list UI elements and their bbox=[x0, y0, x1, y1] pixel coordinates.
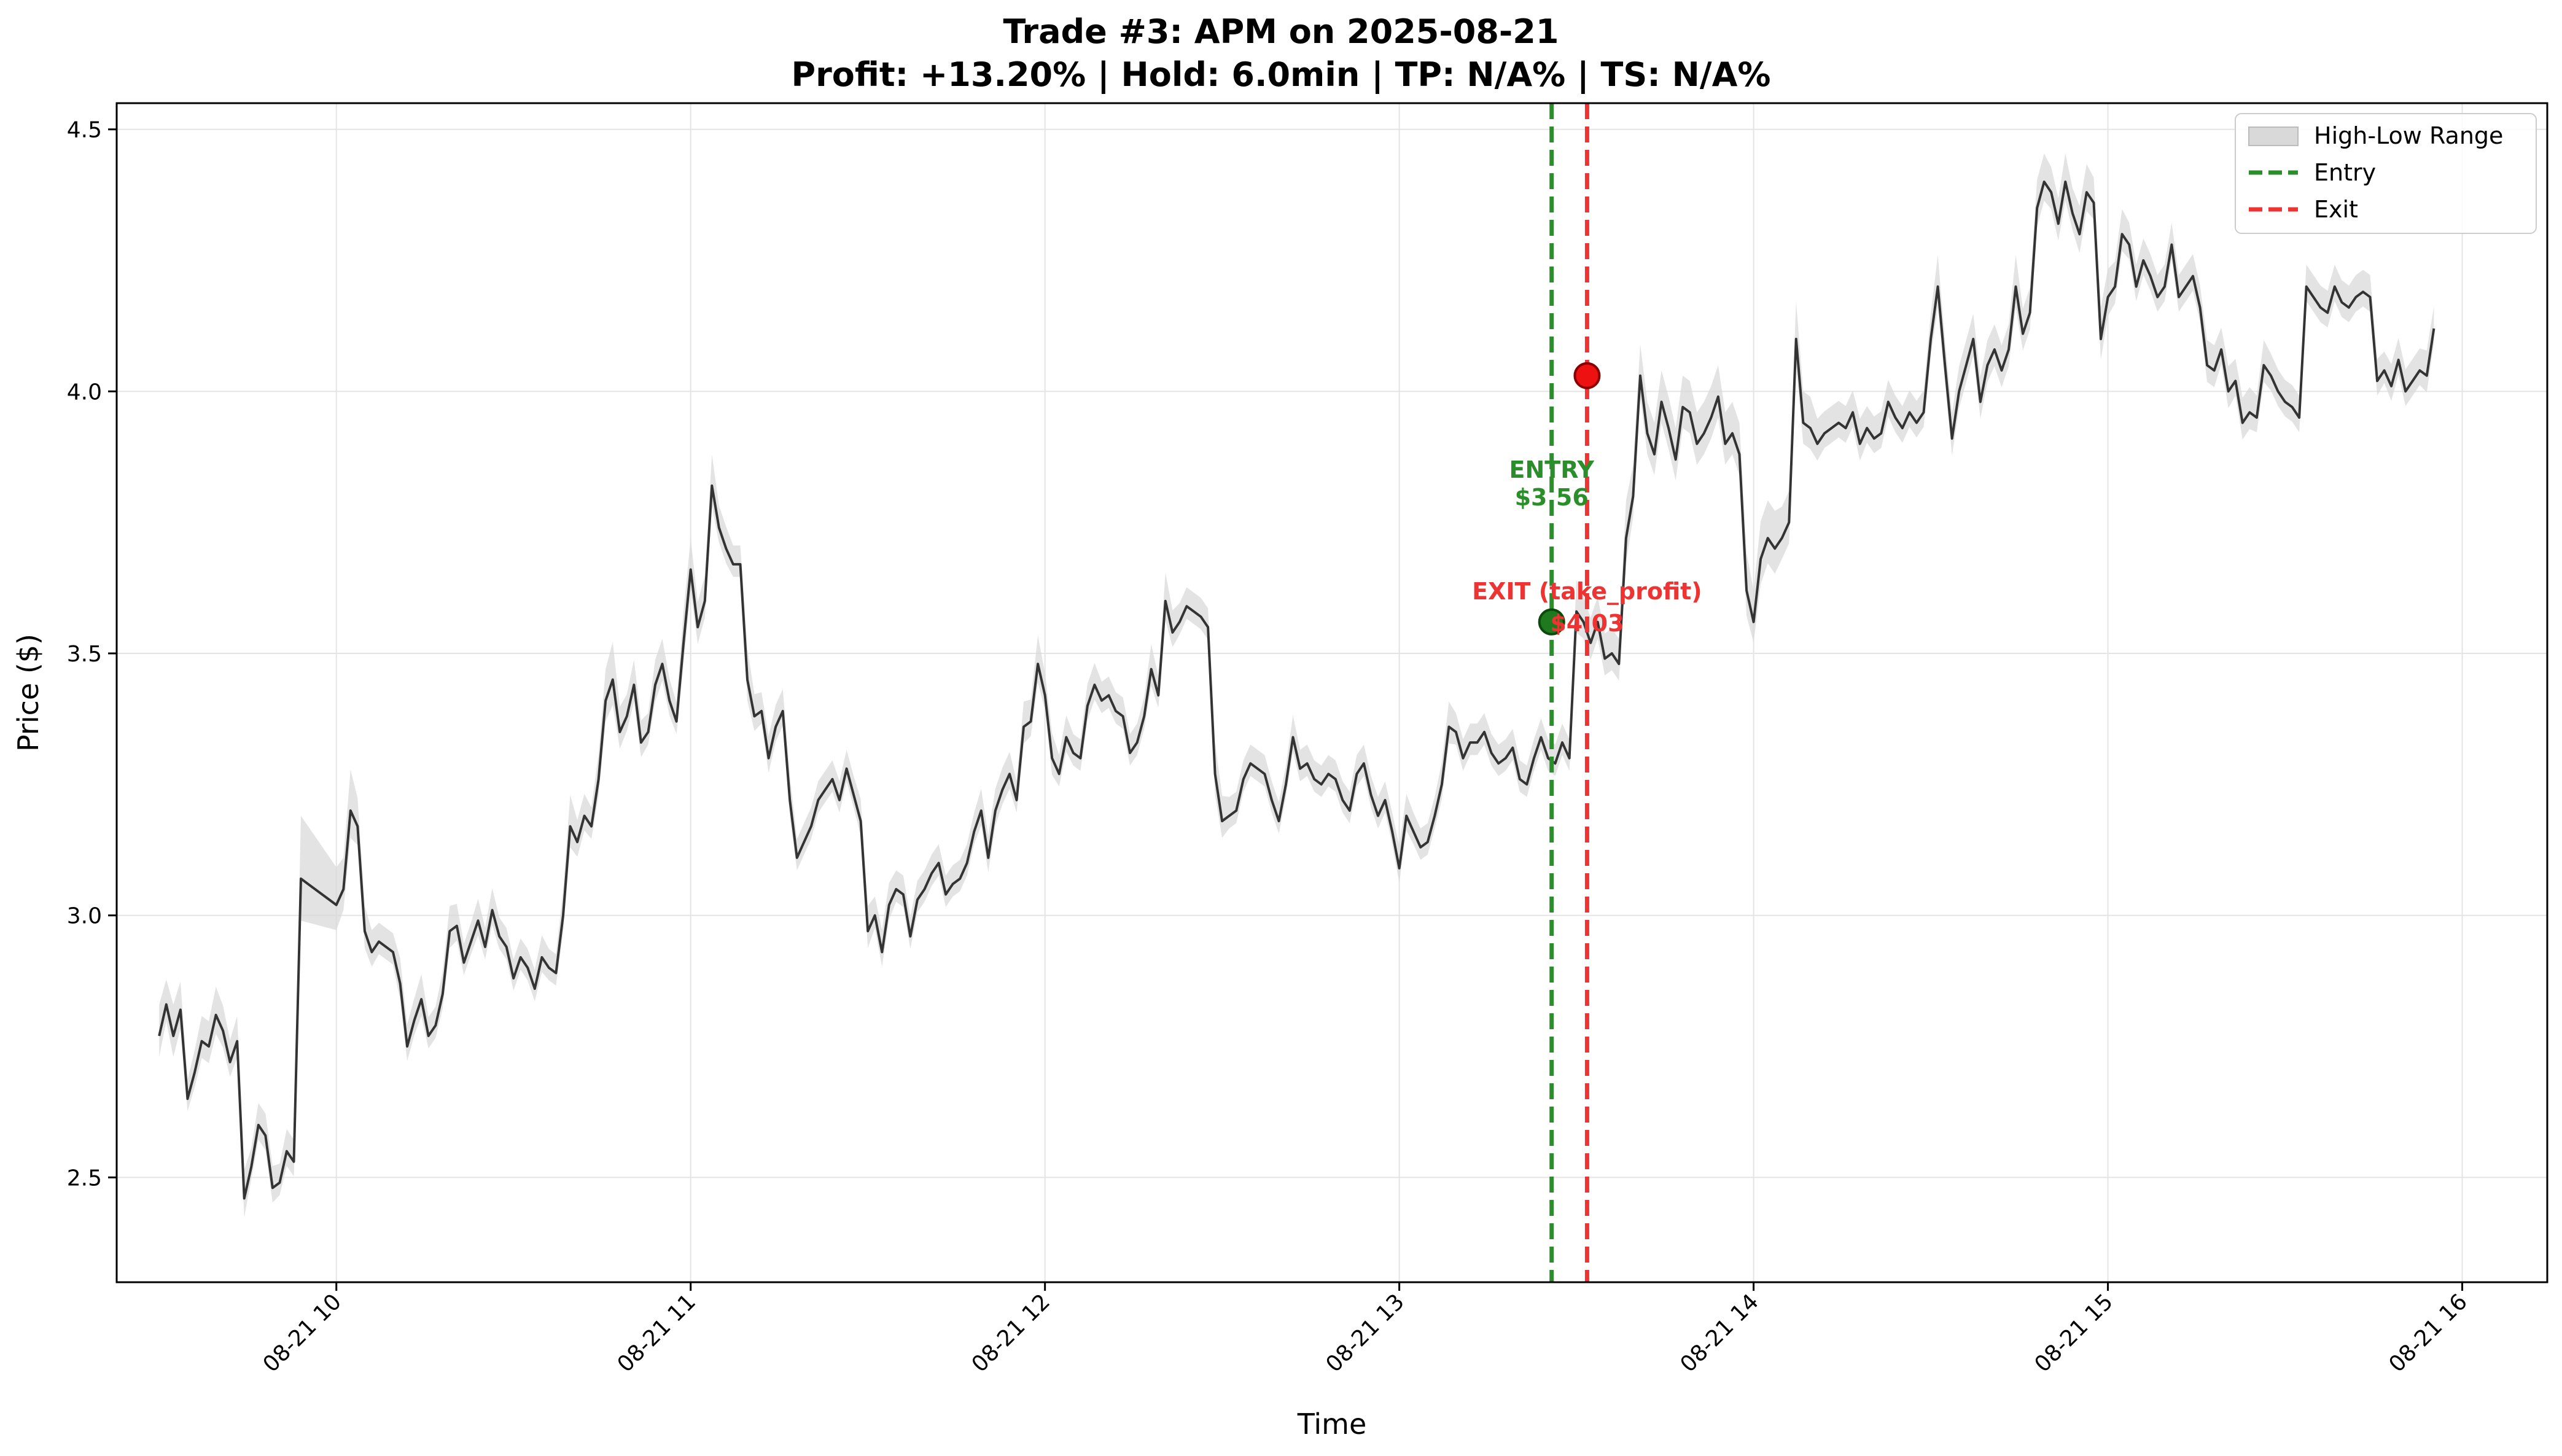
y-axis-label: Price ($) bbox=[12, 634, 45, 752]
legend-label-2: Exit bbox=[2314, 196, 2358, 223]
entry-annotation-line1: ENTRY bbox=[1509, 456, 1595, 483]
chart-title: Trade #3: APM on 2025-08-21 bbox=[1003, 12, 1559, 51]
y-tick-label-2: 3.5 bbox=[67, 642, 102, 667]
legend-box bbox=[2235, 113, 2537, 234]
exit-annotation-line2: $4.03 bbox=[1550, 610, 1624, 637]
exit-marker bbox=[1573, 362, 1601, 389]
legend-label-0: High-Low Range bbox=[2314, 122, 2503, 149]
entry-annotation-line2: $3.56 bbox=[1515, 484, 1589, 511]
x-axis-label: Time bbox=[1297, 1407, 1367, 1441]
y-tick-label-0: 2.5 bbox=[67, 1166, 102, 1191]
entry-exit-lines bbox=[1549, 103, 1589, 1282]
plot-area-frame bbox=[115, 102, 2548, 1283]
exit-annotation-line1: EXIT (take_profit) bbox=[1472, 578, 1702, 605]
high-low-band bbox=[159, 153, 2434, 1218]
high-low-band-layer bbox=[159, 153, 2434, 1218]
chart-subtitle: Profit: +13.20% | Hold: 6.0min | TP: N/A… bbox=[792, 55, 1771, 94]
price-line-layer bbox=[158, 181, 2435, 1200]
y-tick-label-4: 4.5 bbox=[67, 118, 102, 143]
legend: High-Low Range Entry Exit bbox=[2235, 113, 2537, 234]
y-tick-label-3: 4.0 bbox=[67, 380, 102, 405]
entry-marker bbox=[1538, 608, 1565, 636]
trade-annotations: ENTRY $3.56 EXIT (take_profit) $4.03 bbox=[1472, 456, 1702, 637]
trade-markers bbox=[1538, 362, 1601, 636]
legend-swatch-0 bbox=[2248, 127, 2299, 146]
legend-label-1: Entry bbox=[2314, 159, 2376, 186]
y-tick-label-1: 3.0 bbox=[67, 904, 102, 929]
y-axis-ticks: 2.5 3.0 3.5 4.0 4.5 bbox=[67, 118, 117, 1191]
price-line bbox=[158, 181, 2435, 1200]
